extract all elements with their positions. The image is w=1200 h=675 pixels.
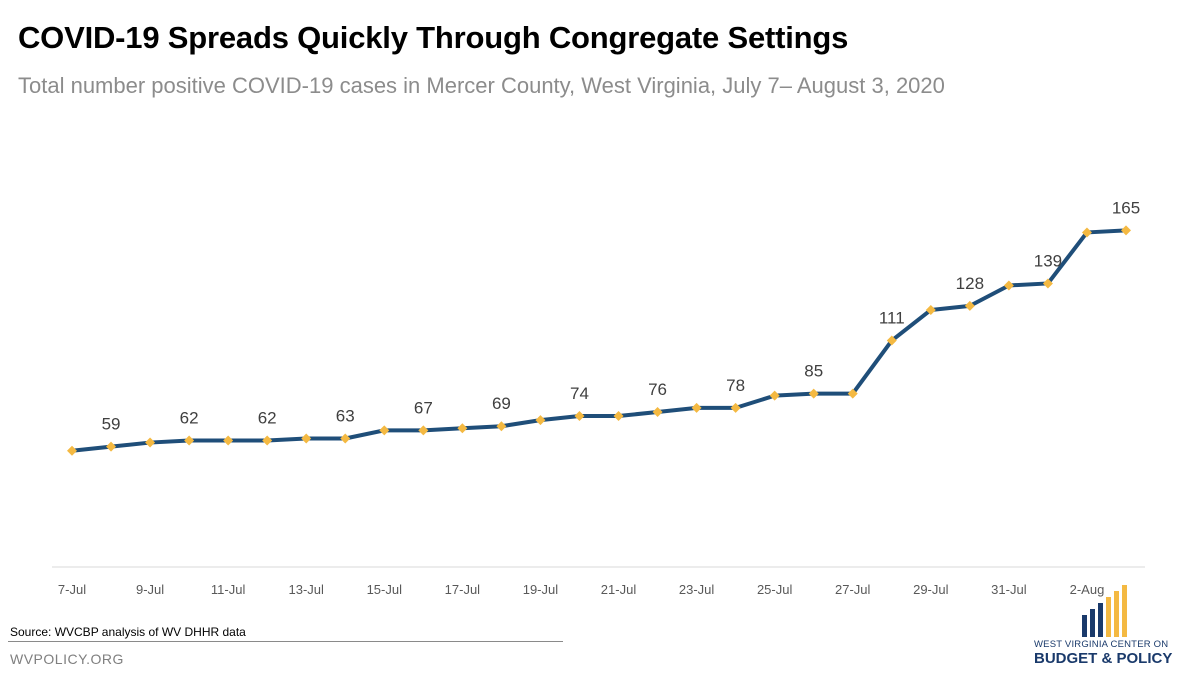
data-point xyxy=(574,411,585,422)
x-tick-label: 9-Jul xyxy=(136,582,164,597)
x-tick-label: 29-Jul xyxy=(913,582,949,597)
data-point xyxy=(535,415,546,426)
data-point xyxy=(379,425,390,436)
data-point xyxy=(223,435,234,446)
series-layer xyxy=(71,228,1127,453)
data-point xyxy=(145,437,156,448)
data-label: 165 xyxy=(1112,198,1140,217)
x-tick-label: 2-Aug xyxy=(1070,582,1105,597)
data-point xyxy=(730,402,741,413)
data-label: 111 xyxy=(879,309,905,328)
x-tick-label: 15-Jul xyxy=(367,582,403,597)
data-point xyxy=(340,433,351,444)
source-divider xyxy=(8,641,563,642)
data-label: 78 xyxy=(726,376,745,395)
data-label: 67 xyxy=(414,398,433,417)
data-point xyxy=(808,388,819,399)
data-label: 85 xyxy=(804,362,823,381)
site-url: WVPOLICY.ORG xyxy=(10,651,124,667)
data-point xyxy=(106,441,117,452)
data-label: 62 xyxy=(180,409,199,428)
data-label: 139 xyxy=(1034,251,1062,270)
x-tick-layer: 7-Jul 9-Jul 11-Jul 13-Jul 15-Jul 17-Jul 19-Jul… xyxy=(58,582,1104,597)
data-point xyxy=(1042,278,1053,289)
data-point xyxy=(1003,280,1014,291)
x-tick-label: 31-Jul xyxy=(991,582,1027,597)
data-label: 74 xyxy=(570,384,589,403)
x-tick-label: 19-Jul xyxy=(523,582,559,597)
x-tick-label: 7-Jul xyxy=(58,582,86,597)
data-point xyxy=(964,300,975,311)
data-point xyxy=(886,335,897,346)
logo-line-1: WEST VIRGINIA CENTER ON xyxy=(1034,639,1169,650)
source-note: Source: WVCBP analysis of WV DHHR data xyxy=(10,625,246,639)
data-label: 69 xyxy=(492,394,511,413)
data-point xyxy=(67,445,77,456)
data-point xyxy=(418,425,429,436)
x-tick-label: 13-Jul xyxy=(289,582,325,597)
data-point xyxy=(1081,227,1092,238)
marker-layer xyxy=(67,225,1131,456)
data-point xyxy=(652,406,663,417)
data-point xyxy=(847,388,858,399)
data-point xyxy=(496,421,507,432)
data-point xyxy=(262,435,273,446)
data-point xyxy=(769,390,780,401)
data-point xyxy=(613,411,624,422)
data-point xyxy=(184,435,195,446)
x-tick-label: 25-Jul xyxy=(757,582,793,597)
data-point xyxy=(457,423,468,434)
data-label: 63 xyxy=(336,406,355,425)
x-tick-label: 17-Jul xyxy=(445,582,481,597)
chart-subtitle: Total number positive COVID-19 cases in … xyxy=(18,73,945,98)
data-label: 59 xyxy=(102,415,121,434)
data-point xyxy=(925,304,936,315)
wvcbp-logo-bars-icon xyxy=(1082,585,1127,637)
data-label: 62 xyxy=(258,409,277,428)
series-line xyxy=(71,228,1127,453)
x-tick-label: 21-Jul xyxy=(601,582,637,597)
data-label-layer: 59 62 62 63 67 69 74 76 78 85 111 128 139 165 xyxy=(102,198,1141,433)
x-tick-label: 27-Jul xyxy=(835,582,871,597)
x-tick-label: 11-Jul xyxy=(211,582,246,597)
logo-line-2: BUDGET & POLICY xyxy=(1034,650,1173,667)
chart-title: COVID-19 Spreads Quickly Through Congreg… xyxy=(18,20,849,55)
data-point xyxy=(301,433,312,444)
data-point xyxy=(1121,225,1131,236)
data-label: 76 xyxy=(648,380,667,399)
data-label: 128 xyxy=(956,274,984,293)
x-tick-label: 23-Jul xyxy=(679,582,715,597)
data-point xyxy=(691,402,702,413)
